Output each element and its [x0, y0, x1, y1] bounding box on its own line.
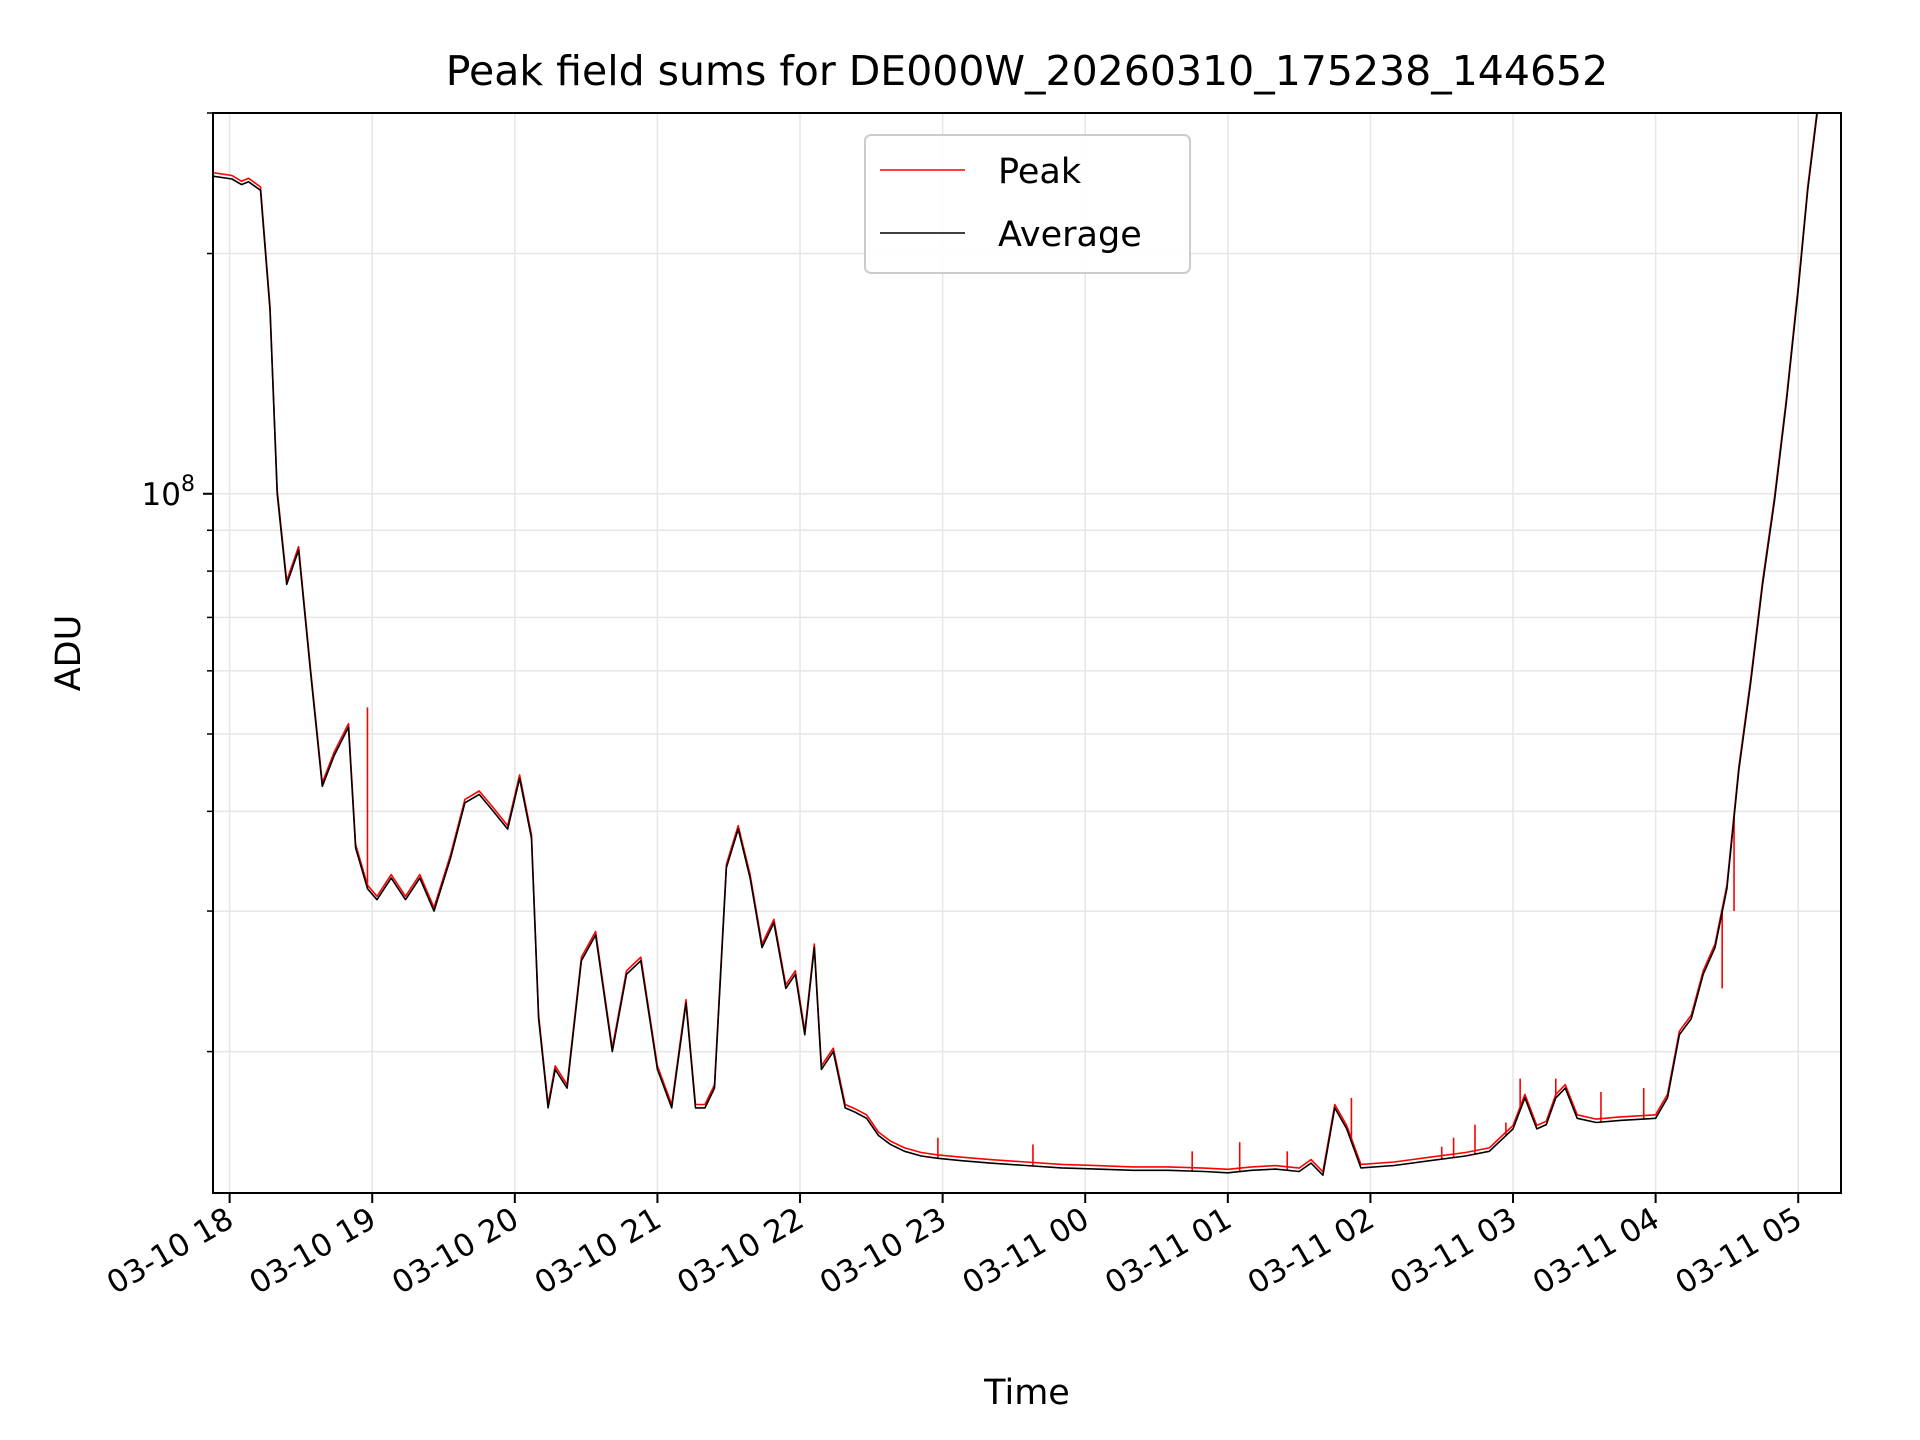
x-axis-label: Time — [983, 1373, 1070, 1413]
x-tick-label: 03-10 23 — [814, 1201, 953, 1302]
chart-title: Peak field sums for DE000W_20260310_1752… — [446, 47, 1608, 95]
x-tick-label: 03-11 05 — [1670, 1201, 1809, 1302]
average-series-line — [213, 113, 1818, 1176]
grid-lines — [213, 112, 1841, 1193]
x-tick-label: 03-10 20 — [386, 1201, 525, 1302]
legend: Peak Average — [864, 134, 1191, 274]
x-tick-label: 03-11 03 — [1384, 1201, 1523, 1302]
series-layer — [213, 113, 1818, 1176]
legend-average-label: Average — [998, 215, 1142, 255]
legend-peak-label: Peak — [998, 152, 1082, 192]
x-tick-label: 03-11 02 — [1242, 1201, 1381, 1302]
y-tick-label: 108 — [142, 472, 195, 513]
x-tick-label: 03-11 01 — [1099, 1201, 1238, 1302]
x-tick-label: 03-10 22 — [671, 1201, 810, 1302]
x-tick-label: 03-11 00 — [957, 1201, 1096, 1302]
x-tick-label: 03-10 19 — [244, 1201, 383, 1302]
plot-frame — [212, 112, 1842, 1194]
y-axis-label: ADU — [49, 615, 89, 692]
x-tick-label: 03-10 18 — [101, 1201, 240, 1302]
x-tick-label: 03-10 21 — [529, 1201, 668, 1302]
x-tick-label: 03-11 04 — [1527, 1201, 1666, 1302]
axis-ticks: 03-10 18 03-10 19 03-10 20 03-10 21 03-10 22… — [101, 112, 1809, 1302]
